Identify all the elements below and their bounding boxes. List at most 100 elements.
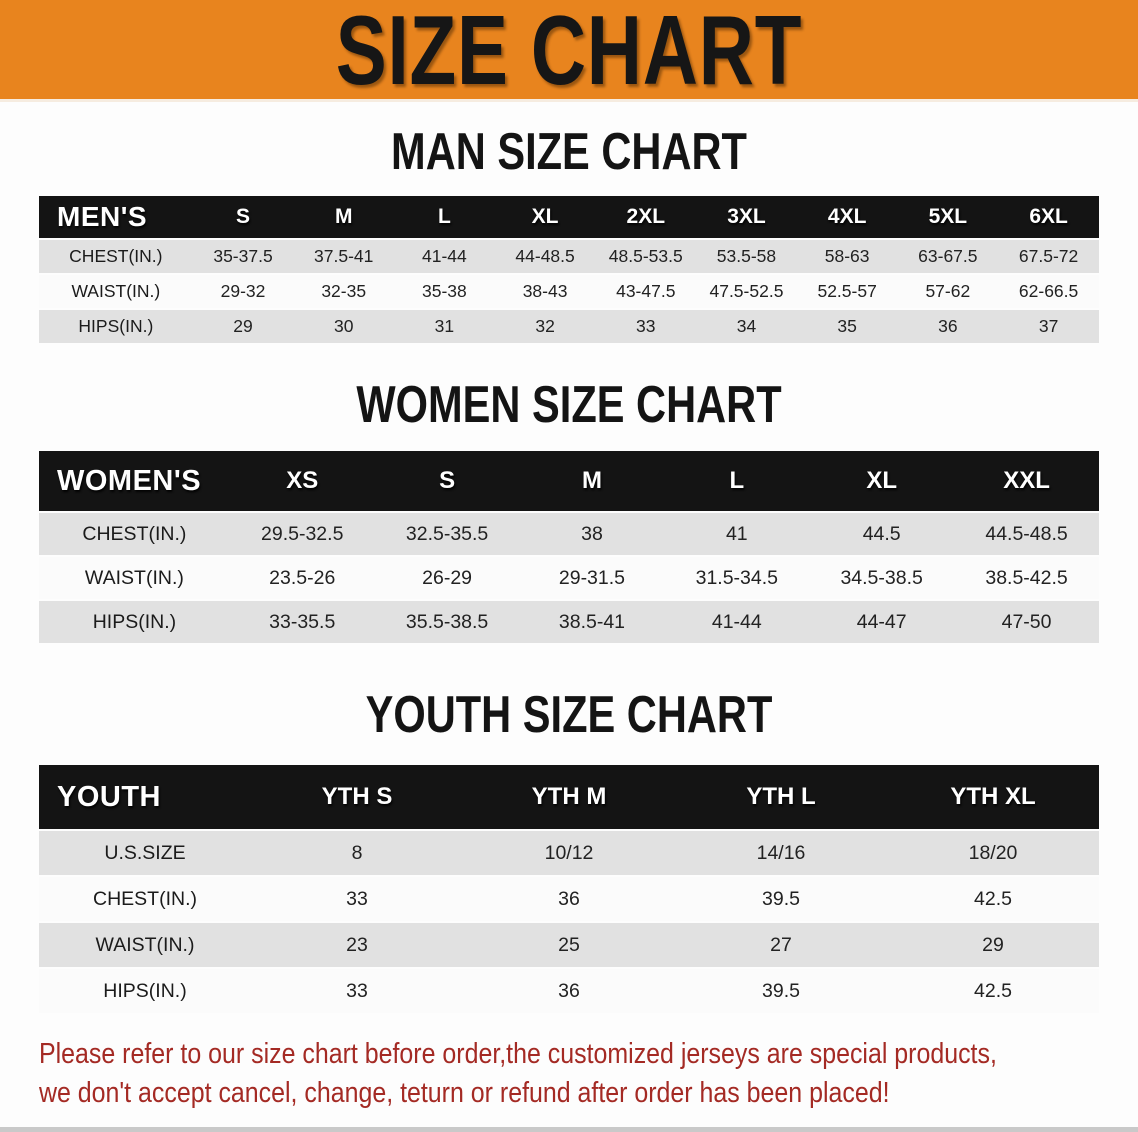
measurement-row: CHEST(IN.) 33 36 39.5 42.5 (39, 877, 1099, 921)
size-value-cell: 31 (434, 316, 455, 336)
size-value-cell: 44-48.5 (515, 246, 575, 266)
size-value-cell: 58-63 (824, 246, 870, 266)
table-header-row: MEN'S S M L XL 2XL 3XL 4XL 5XL 6XL (39, 196, 1099, 238)
row-label: U.S.SIZE (104, 841, 186, 864)
size-value-cell: 42.5 (974, 887, 1012, 910)
size-column-header: YTH M (463, 765, 675, 829)
size-value-cell: 38 (581, 522, 603, 545)
size-value-cell: 38.5-42.5 (985, 566, 1068, 589)
size-value-cell: 26-29 (422, 566, 473, 589)
measurement-row: WAIST(IN.) 23 25 27 29 (39, 923, 1099, 967)
size-column-header: S (192, 196, 294, 238)
size-value-cell: 36 (558, 887, 580, 910)
man-size-chart-heading: MAN SIZE CHART (391, 123, 747, 181)
banner-title: SIZE CHART (335, 0, 803, 105)
size-column-header: 2XL (595, 196, 697, 238)
size-column-header: XL (809, 451, 955, 511)
measurement-row: WAIST(IN.) 29-32 32-35 35-38 38-43 43-47.5 47.… (39, 275, 1099, 308)
disclaimer-line-1: Please refer to our size chart before or… (39, 1038, 997, 1070)
size-value-cell: 33 (636, 316, 656, 336)
size-column-header: L (394, 196, 495, 238)
size-value-cell: 57-62 (925, 281, 971, 301)
size-value-cell: 34.5-38.5 (840, 566, 923, 589)
size-value-cell: 38.5-41 (558, 610, 626, 633)
size-value-cell: 34 (736, 316, 757, 336)
size-value-cell: 33 (346, 979, 368, 1002)
size-value-cell: 48.5-53.5 (608, 246, 683, 266)
size-value-cell: 32.5-35.5 (405, 522, 489, 545)
size-column-header: S (374, 451, 520, 511)
size-value-cell: 31.5-34.5 (695, 566, 778, 589)
size-value-cell: 53.5-58 (716, 246, 777, 266)
size-value-cell: 52.5-57 (817, 281, 877, 301)
size-column-header: L (664, 451, 810, 511)
measurement-row: HIPS(IN.) 29 30 31 32 33 34 35 36 37 (39, 310, 1099, 343)
table-corner-label: MEN'S (39, 196, 193, 238)
measurement-row: CHEST(IN.) 35-37.5 37.5-41 41-44 44-48.5 48.5… (39, 240, 1099, 273)
size-column-header: XL (494, 196, 596, 238)
table-header-row: YOUTH YTH S YTH M YTH L YTH XL (39, 765, 1099, 829)
table-header-row: WOMEN'S XS S M L XL XXL (39, 451, 1099, 511)
table-corner-label: YOUTH (39, 765, 251, 829)
size-value-cell: 33-35.5 (269, 610, 336, 633)
size-value-cell: 39.5 (762, 887, 800, 910)
size-value-cell: 8 (351, 841, 363, 864)
size-value-cell: 29-32 (220, 281, 266, 301)
size-chart-banner: SIZE CHART (0, 0, 1138, 102)
size-column-header: 5XL (897, 196, 999, 238)
row-label: WAIST(IN.) (71, 281, 161, 301)
size-value-cell: 32-35 (321, 281, 367, 301)
size-value-cell: 35-37.5 (213, 246, 273, 266)
size-value-cell: 43-47.5 (616, 281, 676, 301)
womens-size-table: WOMEN'S XS S M L XL XXL CHEST(IN.) 29.5-32.5 32.5… (39, 449, 1099, 645)
size-value-cell: 18/20 (968, 841, 1018, 864)
disclaimer-line-2: we don't accept cancel, change, teturn o… (39, 1077, 890, 1109)
size-column-header: XXL (954, 451, 1099, 511)
size-value-cell: 29 (982, 933, 1004, 956)
row-label: CHEST(IN.) (82, 522, 187, 545)
size-column-header: YTH XL (887, 765, 1099, 829)
size-value-cell: 41-44 (422, 246, 467, 266)
row-label: HIPS(IN.) (92, 610, 177, 633)
size-value-cell: 35.5-38.5 (405, 610, 489, 633)
row-label: HIPS(IN.) (78, 316, 154, 336)
youth-size-chart-heading: YOUTH SIZE CHART (365, 686, 773, 744)
size-value-cell: 44.5 (862, 522, 901, 545)
size-column-header: XS (229, 451, 375, 511)
measurement-row: HIPS(IN.) 33-35.5 35.5-38.5 38.5-41 41-44 44-… (39, 601, 1099, 643)
table-corner-label: WOMEN'S (39, 451, 230, 511)
size-column-header: M (519, 451, 665, 511)
size-column-header: YTH L (675, 765, 887, 829)
size-value-cell: 23 (346, 933, 368, 956)
size-value-cell: 25 (558, 933, 580, 956)
size-value-cell: 44-47 (856, 610, 907, 633)
size-value-cell: 23.5-26 (269, 566, 336, 589)
size-value-cell: 14/16 (756, 841, 806, 864)
size-value-cell: 44.5-48.5 (985, 522, 1068, 545)
size-value-cell: 36 (938, 316, 958, 336)
size-value-cell: 10/12 (544, 841, 594, 864)
size-value-cell: 38-43 (522, 281, 568, 301)
size-column-header: 4XL (796, 196, 898, 238)
row-label: CHEST(IN.) (69, 246, 163, 266)
size-column-header: 6XL (998, 196, 1099, 238)
size-value-cell: 41 (725, 522, 748, 545)
size-value-cell: 39.5 (762, 979, 800, 1002)
size-value-cell: 47.5-52.5 (709, 281, 784, 301)
measurement-row: CHEST(IN.) 29.5-32.5 32.5-35.5 38 41 44.5 44.5… (39, 513, 1099, 555)
size-value-cell: 67.5-72 (1018, 246, 1079, 266)
measurement-row: WAIST(IN.) 23.5-26 26-29 29-31.5 31.5-34.5 34… (39, 557, 1099, 599)
size-value-cell: 37.5-41 (314, 246, 374, 266)
mens-size-table: MEN'S S M L XL 2XL 3XL 4XL 5XL 6XL CHEST(IN.) 35-37… (39, 194, 1099, 345)
size-value-cell: 42.5 (974, 979, 1012, 1002)
women-size-chart-heading: WOMEN SIZE CHART (356, 376, 782, 434)
row-label: CHEST(IN.) (93, 887, 197, 910)
size-value-cell: 47-50 (1001, 610, 1052, 633)
size-column-header: 3XL (696, 196, 797, 238)
size-value-cell: 37 (1038, 316, 1059, 336)
size-value-cell: 29-31.5 (558, 566, 626, 589)
size-value-cell: 36 (558, 979, 580, 1002)
row-label: WAIST(IN.) (84, 566, 184, 589)
size-value-cell: 35 (837, 316, 857, 336)
size-value-cell: 41-44 (711, 610, 762, 633)
